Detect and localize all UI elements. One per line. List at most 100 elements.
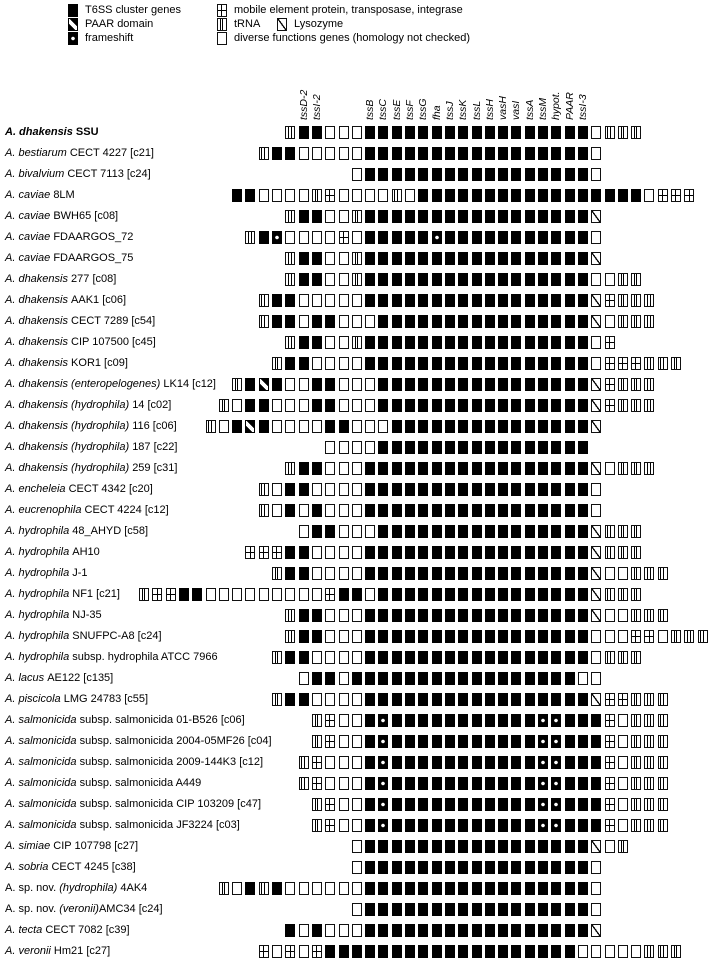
sym-t6ss-gene bbox=[365, 147, 376, 160]
sym-t6ss-gene bbox=[604, 189, 615, 202]
sym-diverse-function bbox=[338, 546, 349, 559]
sym-t6ss-gene bbox=[551, 315, 562, 328]
sym-t6ss-gene bbox=[511, 189, 522, 202]
sym-t6ss-gene bbox=[351, 672, 362, 685]
sym-t6ss-gene bbox=[298, 126, 309, 139]
sym-mobile-element bbox=[657, 189, 668, 202]
sym-t6ss-gene bbox=[484, 777, 495, 790]
matrix-row: A. sobria CECT 4245 [c38] bbox=[0, 861, 708, 874]
sym-t6ss-gene bbox=[471, 273, 482, 286]
sym-tRNA bbox=[285, 630, 296, 643]
sym-t6ss-gene bbox=[378, 546, 389, 559]
sym-t6ss-gene bbox=[431, 126, 442, 139]
sym-t6ss-gene bbox=[405, 735, 415, 748]
sym-t6ss-gene bbox=[458, 147, 469, 160]
sym-diverse-function bbox=[591, 861, 602, 874]
species-name: A. dhakensis bbox=[5, 315, 72, 327]
sym-diverse-function bbox=[311, 567, 322, 580]
species-name: A. salmonicida bbox=[5, 756, 80, 768]
sym-tRNA bbox=[604, 525, 615, 538]
sym-t6ss-gene bbox=[471, 168, 482, 181]
species-name: A. piscicola bbox=[5, 693, 64, 705]
sym-t6ss-gene bbox=[577, 777, 588, 790]
sym-t6ss-gene bbox=[418, 126, 429, 139]
sym-t6ss-gene bbox=[458, 798, 469, 811]
column-header-fha: fha bbox=[430, 105, 443, 120]
sym-t6ss-gene bbox=[418, 609, 429, 622]
sym-t6ss-gene bbox=[405, 693, 415, 706]
sym-t6ss-gene bbox=[538, 630, 548, 643]
species-name: A. hydrophila bbox=[5, 609, 73, 621]
legend-label: Lysozyme bbox=[294, 18, 344, 30]
sym-mobile-element bbox=[604, 714, 615, 727]
sym-t6ss-gene bbox=[564, 630, 575, 643]
sym-diverse-function bbox=[591, 231, 602, 244]
sym-tRNA bbox=[311, 189, 322, 202]
sym-t6ss-gene bbox=[365, 882, 376, 895]
sym-diverse-function bbox=[591, 168, 602, 181]
sym-t6ss-gene bbox=[405, 882, 415, 895]
sym-t6ss-gene bbox=[511, 126, 522, 139]
sym-t6ss-gene bbox=[511, 525, 522, 538]
matrix-row: A. dhakensis SSU bbox=[0, 126, 708, 139]
sym-tRNA bbox=[657, 609, 668, 622]
strain-name: subsp. salmonicida CIP 103209 [c47] bbox=[79, 798, 262, 810]
sym-t6ss-gene bbox=[498, 945, 509, 958]
sym-t6ss-gene bbox=[498, 609, 509, 622]
sym-t6ss-gene bbox=[378, 903, 389, 916]
strain-label: A. caviae 8LM bbox=[5, 189, 75, 202]
sym-frameshift bbox=[538, 819, 548, 832]
sym-t6ss-gene bbox=[511, 441, 522, 454]
sym-mobile-element bbox=[604, 336, 615, 349]
sym-t6ss-gene bbox=[498, 126, 509, 139]
sym-t6ss-gene bbox=[311, 336, 322, 349]
strain-name: 8LM bbox=[53, 189, 75, 201]
sym-diverse-function bbox=[285, 231, 296, 244]
sym-t6ss-gene bbox=[524, 819, 535, 832]
sym-t6ss-gene bbox=[418, 504, 429, 517]
sym-t6ss-gene bbox=[577, 273, 588, 286]
sym-t6ss-gene bbox=[458, 714, 469, 727]
sym-diverse-function bbox=[272, 588, 282, 601]
sym-t6ss-gene bbox=[511, 798, 522, 811]
sym-t6ss-gene bbox=[325, 399, 336, 412]
sym-t6ss-gene bbox=[538, 231, 548, 244]
sym-t6ss-gene bbox=[418, 147, 429, 160]
sym-lysozyme bbox=[591, 462, 602, 475]
sym-t6ss-gene bbox=[405, 252, 415, 265]
trna-icon bbox=[217, 18, 227, 31]
sym-diverse-function bbox=[338, 609, 349, 622]
sym-t6ss-gene bbox=[431, 819, 442, 832]
sym-t6ss-gene bbox=[418, 840, 429, 853]
sym-t6ss-gene bbox=[444, 525, 455, 538]
sym-t6ss-gene bbox=[551, 378, 562, 391]
sym-diverse-function bbox=[285, 420, 296, 433]
sym-t6ss-gene bbox=[577, 630, 588, 643]
sym-diverse-function bbox=[351, 756, 362, 769]
sym-diverse-function bbox=[311, 546, 322, 559]
sym-t6ss-gene bbox=[444, 357, 455, 370]
sym-t6ss-gene bbox=[524, 903, 535, 916]
sym-frameshift bbox=[551, 714, 562, 727]
sym-diverse-function bbox=[591, 357, 602, 370]
sym-t6ss-gene bbox=[591, 777, 602, 790]
sym-t6ss-gene bbox=[365, 672, 376, 685]
matrix-row: A. hydrophila NJ-35 bbox=[0, 609, 708, 622]
sym-t6ss-gene bbox=[391, 777, 402, 790]
sym-t6ss-gene bbox=[538, 693, 548, 706]
sym-diverse-function bbox=[604, 609, 615, 622]
strain-name: subsp. hydrophila ATCC 7966 bbox=[72, 651, 218, 663]
matrix-row: A. hydrophila subsp. hydrophila ATCC 796… bbox=[0, 651, 708, 664]
sym-t6ss-gene bbox=[444, 735, 455, 748]
sym-t6ss-gene bbox=[538, 252, 548, 265]
sym-t6ss-gene bbox=[311, 630, 322, 643]
species-name: A. dhakensis bbox=[5, 273, 72, 285]
sym-tRNA bbox=[631, 714, 642, 727]
strain-name: 116 [c06] bbox=[132, 420, 177, 432]
sym-t6ss-gene bbox=[551, 693, 562, 706]
sym-t6ss-gene bbox=[431, 273, 442, 286]
sym-t6ss-gene bbox=[378, 378, 389, 391]
sym-t6ss-gene bbox=[444, 819, 455, 832]
strain-label: A. sobria CECT 4245 [c38] bbox=[5, 861, 136, 874]
sym-t6ss-gene bbox=[564, 840, 575, 853]
